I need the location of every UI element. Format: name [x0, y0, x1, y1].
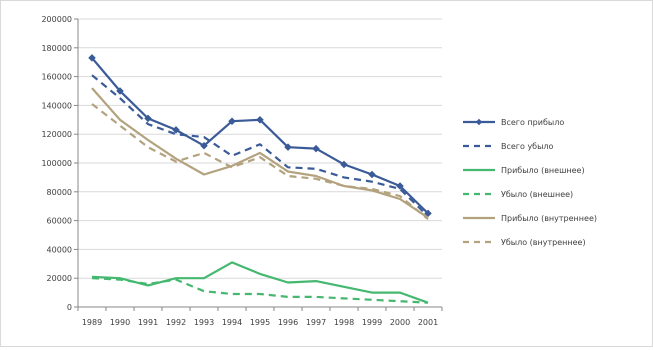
series-line [91, 87, 429, 219]
series-line [91, 261, 429, 304]
legend-item-5: Прибыло (внутреннее) [463, 214, 597, 223]
legend-item-6: Убыло (внутреннее) [463, 238, 586, 247]
legend-label: Всего убыло [501, 142, 554, 151]
series-2 [91, 74, 429, 218]
y-tick-label: 160000 [41, 73, 72, 82]
data-point [312, 144, 320, 153]
series-6 [91, 103, 429, 221]
y-tick-label: 0 [67, 303, 72, 312]
data-point [200, 141, 208, 150]
series-3 [91, 261, 429, 304]
y-tick-label: 180000 [41, 44, 72, 53]
x-tick-label: 1993 [194, 318, 214, 327]
legend-label: Всего прибыло [501, 118, 564, 127]
x-tick-label: 1995 [250, 318, 270, 327]
data-point [88, 54, 96, 62]
y-tick-label: 140000 [41, 101, 72, 110]
x-tick-label: 1994 [222, 318, 242, 327]
x-axis-ticks: 1989 1990 1991 1992 1993 1994 1995 1996 1997 1998… [77, 307, 443, 327]
y-tick-label: 60000 [47, 217, 72, 226]
y-tick-label: 20000 [47, 274, 72, 283]
series-4 [91, 277, 429, 304]
x-tick-label: 1992 [166, 318, 186, 327]
data-point [284, 143, 292, 151]
x-tick-label: 2001 [418, 318, 438, 327]
data-point [172, 126, 180, 134]
series-5 [91, 87, 429, 219]
y-tick-label: 120000 [41, 130, 72, 139]
y-tick-label: 80000 [47, 188, 72, 197]
legend: Всего прибыло Всего убыло Прибыло (внешнее… [463, 118, 597, 247]
series-line [91, 277, 429, 304]
data-point [256, 116, 264, 124]
x-tick-label: 1996 [278, 318, 298, 327]
legend-item-2: Всего убыло [463, 142, 554, 151]
data-point [340, 160, 348, 169]
x-tick-label: 1997 [306, 318, 326, 327]
series-1 [88, 54, 432, 218]
legend-label: Убыло (внешнее) [501, 190, 573, 199]
x-tick-label: 1991 [138, 318, 158, 327]
x-tick-label: 2000 [390, 318, 410, 327]
x-tick-label: 1999 [362, 318, 382, 327]
y-tick-label: 200000 [41, 15, 72, 24]
y-tick-label: 100000 [41, 159, 72, 168]
legend-item-4: Убыло (внешнее) [463, 190, 573, 199]
data-point [368, 170, 376, 179]
legend-label: Прибыло (внешнее) [501, 166, 585, 175]
legend-label: Прибыло (внутреннее) [501, 214, 597, 223]
data-point [228, 117, 236, 126]
gridlines [78, 18, 442, 279]
legend-marker [475, 118, 483, 126]
x-tick-label: 1998 [334, 318, 354, 327]
legend-item-3: Прибыло (внешнее) [463, 166, 585, 175]
series-line [91, 74, 429, 218]
x-tick-label: 1990 [110, 318, 130, 327]
series-line [91, 103, 429, 221]
y-tick-label: 40000 [47, 245, 72, 254]
y-axis-ticks: 0 20000 40000 60000 80000 100000 120000 140000 1… [41, 15, 78, 312]
series-group [88, 54, 432, 304]
x-tick-label: 1989 [82, 318, 102, 327]
data-point [396, 182, 404, 190]
data-point [144, 114, 152, 123]
legend-item-1: Всего прибыло [463, 118, 564, 127]
legend-label: Убыло (внутреннее) [501, 238, 586, 247]
data-point [116, 87, 124, 95]
